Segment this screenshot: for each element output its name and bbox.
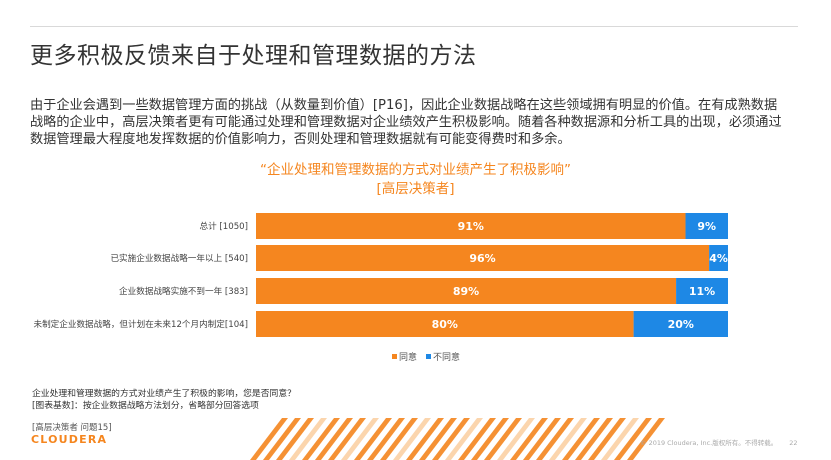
category-label: 未制定企业数据战略，但计划在未来12个月内制定[104] — [33, 318, 248, 330]
legend-label: 同意 — [399, 351, 417, 363]
stripe — [393, 418, 431, 460]
data-label: 20% — [668, 318, 694, 331]
survey-question-note: 企业处理和管理数据的方式对业绩产生了积极的影响，您是否同意？ — [32, 389, 296, 399]
top-divider — [30, 26, 798, 27]
footer: © 2019 Cloudera, Inc.版权所有。不得转载。 22 — [640, 437, 798, 447]
stripe — [627, 418, 665, 460]
page-title: 更多积极反馈来自于处理和管理数据的方法 — [30, 43, 477, 69]
intro-paragraph: 由于企业会遇到一些数据管理方面的挑战（从数量到价值）[P16]，因此企业数据战略… — [30, 98, 782, 147]
stripe — [315, 418, 353, 460]
stripe — [250, 418, 288, 460]
stripe — [419, 418, 457, 460]
data-label: 11% — [689, 285, 715, 298]
data-label: 96% — [469, 252, 495, 265]
category-label: 总计 [1050] — [200, 220, 249, 232]
disagree-bar — [676, 278, 728, 304]
chart-title-block: “企业处理和管理数据的方式对业绩产生了积极影响” [高层决策者] — [0, 161, 831, 199]
stripe — [484, 418, 522, 460]
stripe — [263, 418, 301, 460]
agree-bar — [256, 213, 686, 239]
stripe — [497, 418, 535, 460]
stripe — [510, 418, 548, 460]
source-reference: [高层决策者 问题15] — [32, 423, 112, 433]
stripe — [549, 418, 587, 460]
data-label: 80% — [432, 318, 458, 331]
data-label: 91% — [458, 220, 484, 233]
agree-bar — [256, 245, 710, 271]
stripe — [562, 418, 600, 460]
decorative-stripes — [250, 418, 665, 460]
stripe — [601, 418, 639, 460]
stripe — [302, 418, 340, 460]
stripe — [575, 418, 613, 460]
stripe — [367, 418, 405, 460]
stripe — [523, 418, 561, 460]
stripe — [276, 418, 314, 460]
stripe — [380, 418, 418, 460]
legend-agree-swatch — [392, 354, 397, 359]
chart-title: “企业处理和管理数据的方式对业绩产生了积极影响” — [260, 162, 571, 178]
stripe — [432, 418, 470, 460]
data-label: 9% — [697, 220, 716, 233]
legend-disagree-swatch — [426, 354, 431, 359]
stripe — [614, 418, 652, 460]
data-label: 89% — [453, 285, 479, 298]
disagree-bar — [709, 245, 728, 271]
stripe — [354, 418, 392, 460]
cloudera-logo: CLOUDERA — [31, 433, 108, 446]
stripe — [536, 418, 574, 460]
chart-subtitle: [高层决策者] — [376, 181, 455, 197]
disagree-bar — [685, 213, 728, 239]
page-number: 22 — [789, 439, 798, 447]
stripe — [406, 418, 444, 460]
stripe — [328, 418, 366, 460]
agree-bar — [256, 278, 677, 304]
legend-label: 不同意 — [433, 351, 460, 363]
category-label: 已实施企业数据战略一年以上 [540] — [110, 252, 248, 264]
data-label: 4% — [709, 252, 728, 265]
copyright-text: © 2019 Cloudera, Inc.版权所有。不得转载。 — [640, 439, 778, 447]
stripe — [289, 418, 327, 460]
chart-base-note: [图表基数]：按企业数据战略方法划分，省略部分回答选项 — [32, 401, 259, 411]
stripe — [471, 418, 509, 460]
stripe — [341, 418, 379, 460]
stripe — [445, 418, 483, 460]
stripe — [458, 418, 496, 460]
category-label: 企业数据战略实施不到一年 [383] — [119, 285, 248, 297]
stripe — [588, 418, 626, 460]
agree-bar — [256, 311, 634, 337]
disagree-bar — [633, 311, 728, 337]
